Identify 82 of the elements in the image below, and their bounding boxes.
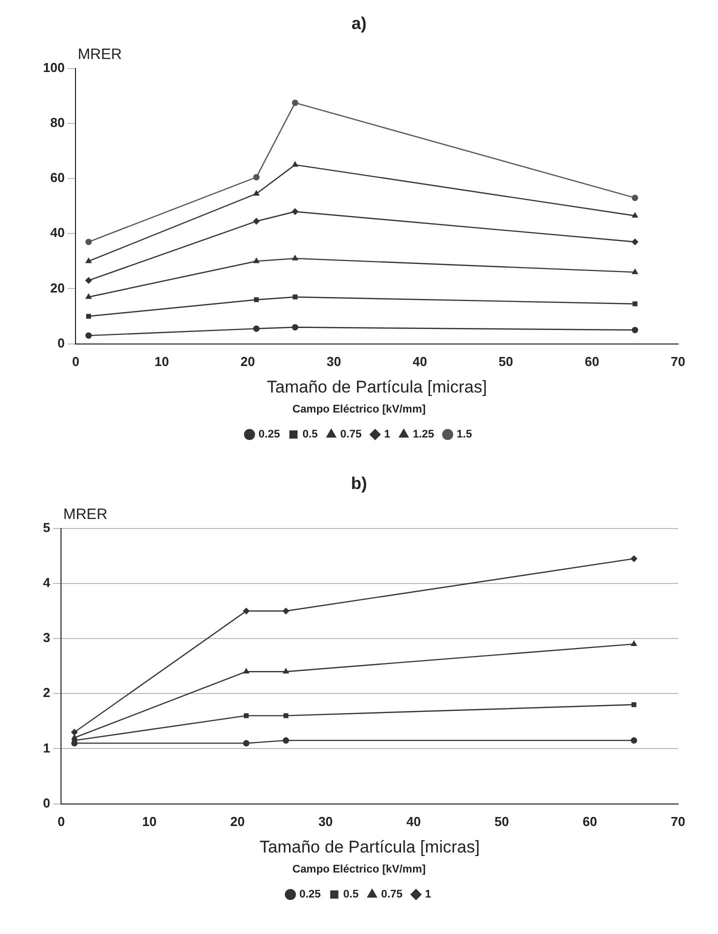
point <box>292 255 298 260</box>
x-tick-label: 50 <box>494 814 510 830</box>
point <box>292 324 298 330</box>
legend-label: 1 <box>384 428 390 441</box>
point <box>86 258 92 264</box>
point <box>243 740 250 746</box>
y-tick-label: 40 <box>50 225 65 240</box>
x-tick-label: 20 <box>240 354 256 370</box>
x-tick-label: 20 <box>230 814 245 830</box>
point <box>243 668 250 674</box>
y-tick-label: 0 <box>57 335 65 350</box>
point <box>254 258 260 264</box>
legend-label: 1.5 <box>456 428 472 441</box>
point <box>85 332 92 339</box>
x-tick-label: 30 <box>318 814 333 830</box>
point <box>282 608 290 614</box>
x-tick-label: 60 <box>582 814 598 830</box>
y-axis-title: MRER <box>63 506 108 524</box>
x-axis-title: Tamaño de Partícula [micras] <box>266 377 487 396</box>
chart-title: a) <box>351 14 367 33</box>
legend-label: 1 <box>424 888 432 901</box>
x-tick-label: 60 <box>584 354 600 370</box>
point <box>292 294 298 300</box>
x-tick-label: 30 <box>326 354 342 370</box>
x-tick-label: 70 <box>670 814 686 830</box>
point <box>292 162 298 167</box>
x-tick-label: 0 <box>72 354 80 370</box>
point <box>632 212 638 218</box>
y-tick-label: 20 <box>50 280 65 296</box>
y-tick-label: 2 <box>42 685 50 700</box>
legend-label: 0.75 <box>340 428 362 441</box>
x-tick-label: 40 <box>412 354 428 370</box>
point <box>632 301 638 306</box>
legend-label: 0.25 <box>299 888 321 901</box>
legend-title: Campo Eléctrico [kV/mm] <box>292 403 426 416</box>
x-tick-label: 10 <box>154 354 169 370</box>
point <box>632 268 638 274</box>
point <box>631 640 637 646</box>
point <box>253 325 260 332</box>
legend-label: 0.75 <box>381 888 403 901</box>
point <box>71 728 78 736</box>
point <box>253 218 260 224</box>
point <box>283 668 289 674</box>
chart-title: b) <box>350 474 368 493</box>
point <box>632 702 636 708</box>
point <box>283 713 288 718</box>
y-tick-label: 60 <box>50 170 65 186</box>
point <box>86 314 92 319</box>
x-axis-title: Tamaño de Partícula [micras] <box>260 837 480 856</box>
point <box>254 297 259 302</box>
x-tick-label: 50 <box>498 354 514 370</box>
point <box>632 326 638 334</box>
y-tick-label: 0 <box>42 795 50 810</box>
x-tick-label: 70 <box>670 354 686 370</box>
y-tick-label: 80 <box>50 115 65 130</box>
point <box>253 174 260 180</box>
y-tick-label: 4 <box>42 575 51 590</box>
point <box>85 238 92 246</box>
x-tick-label: 40 <box>406 814 421 830</box>
legend-label: 0.5 <box>343 888 359 901</box>
point <box>292 100 298 106</box>
y-tick-label: 100 <box>42 60 65 75</box>
point <box>85 277 92 284</box>
point <box>632 194 638 202</box>
x-tick-label: 10 <box>142 814 157 830</box>
point <box>71 740 78 746</box>
point <box>282 737 290 744</box>
point <box>86 294 92 299</box>
y-tick-label: 3 <box>42 630 50 646</box>
point <box>630 555 638 562</box>
point <box>244 713 249 718</box>
legend-label: 0.25 <box>258 428 280 441</box>
point <box>630 737 638 744</box>
y-axis-title: MRER <box>78 46 122 64</box>
point <box>243 608 250 614</box>
y-tick-label: 1 <box>42 740 50 756</box>
legend-title: Campo Eléctrico [kV/mm] <box>292 863 426 876</box>
legend-label: 0.5 <box>302 428 318 441</box>
y-tick-label: 5 <box>42 520 50 535</box>
point <box>292 208 298 215</box>
point <box>632 238 638 246</box>
legend-label: 1.25 <box>412 428 434 441</box>
